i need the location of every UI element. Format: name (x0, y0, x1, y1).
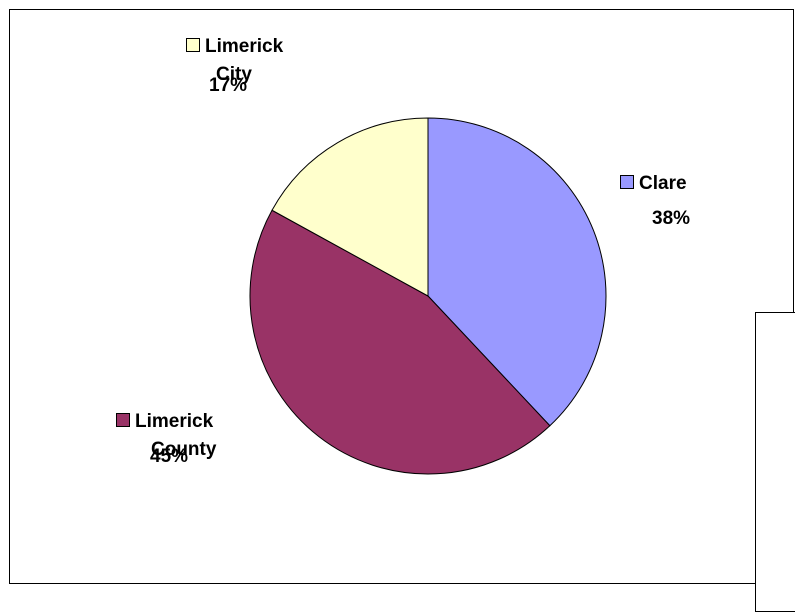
pie-slice-limerick-county (249, 209, 551, 475)
percent-text: 45% (150, 446, 189, 467)
legend-key-limerick-county (116, 413, 130, 427)
label-text-line-2: County (151, 439, 217, 460)
legend-key-limerick-city (186, 38, 200, 52)
percent-text: 17% (209, 75, 248, 96)
data-label-limerick-city-pct: 17% (209, 72, 299, 100)
pie-slice-limerick-city (271, 117, 429, 297)
secondary-frame (755, 312, 795, 612)
data-label-clare-pct: 38% (652, 205, 690, 233)
pie-chart (249, 117, 607, 475)
label-text: Clare (639, 173, 687, 194)
pie-slice-clare (427, 117, 607, 427)
chart-area: Limerick City 17% Clare 38% Limerick Cou… (9, 9, 795, 612)
data-label-limerick-city: Limerick City (186, 33, 283, 89)
legend-key-clare (620, 175, 634, 189)
data-label-clare: Clare (620, 170, 687, 198)
percent-text: 38% (652, 208, 691, 229)
label-text: Limerick (135, 411, 214, 432)
label-text: Limerick (205, 36, 284, 57)
label-text-line-2: City (216, 64, 252, 85)
data-label-limerick-county: Limerick County (116, 408, 216, 464)
data-label-limerick-county-pct: 45% (150, 443, 188, 471)
